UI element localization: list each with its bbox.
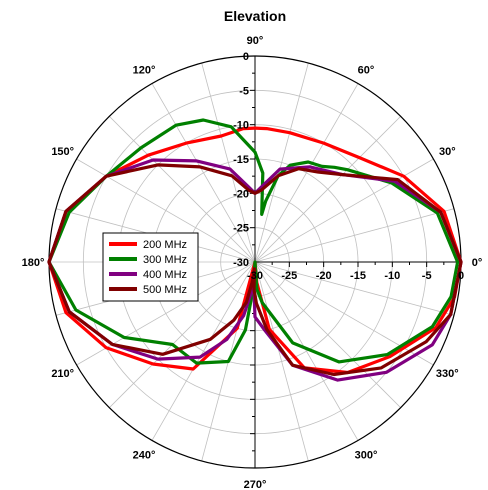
- angle-tick-label: 210°: [51, 368, 74, 380]
- series-line: [47, 163, 463, 377]
- radial-tick-label-right: -25: [281, 270, 297, 282]
- angle-tick-label: 0°: [472, 257, 483, 269]
- angle-tick-label: 90°: [247, 35, 264, 47]
- angle-tick-label: 180°: [22, 257, 45, 269]
- radial-tick-label-top: -10: [233, 120, 249, 132]
- legend-label: 200 MHz: [143, 239, 187, 251]
- radial-tick-label-right: -5: [422, 270, 432, 282]
- angle-tick-label: 270°: [244, 479, 267, 490]
- legend-label: 500 MHz: [143, 284, 187, 296]
- angle-tick-label: 150°: [51, 146, 74, 158]
- angle-tick-label: 60°: [358, 65, 375, 77]
- radial-tick-label-right: -30: [247, 270, 263, 282]
- angle-tick-label: 120°: [133, 65, 156, 77]
- radial-tick-label-right: -20: [316, 270, 332, 282]
- radial-tick-label-right: 0: [458, 270, 464, 282]
- radial-tick-label-top: 0: [243, 51, 249, 63]
- legend-label: 400 MHz: [143, 269, 187, 281]
- radial-tick-label-top: -25: [233, 223, 249, 235]
- axis-labels: 0° 30° 60° 90° 120° 150° 180° 210° 240° 270° 300° 3…: [22, 35, 483, 490]
- radial-tick-label-top: -5: [239, 85, 249, 97]
- angle-tick-label: 330°: [436, 368, 459, 380]
- legend-label: 300 MHz: [143, 254, 187, 266]
- radial-tick-label-top: -15: [233, 154, 249, 166]
- series-layer: [47, 118, 463, 382]
- radial-tick-label-right: -15: [350, 270, 366, 282]
- legend: 200 MHz 300 MHz 400 MHz 500 MHz: [102, 232, 199, 302]
- radial-tick-label-top: -30: [233, 257, 249, 269]
- radial-tick-label-top: -20: [233, 188, 249, 200]
- angle-tick-label: 30°: [439, 146, 456, 158]
- chart-title: Elevation: [224, 8, 286, 24]
- angle-tick-label: 300°: [355, 449, 378, 461]
- radial-tick-label-right: -10: [384, 270, 400, 282]
- angle-tick-label: 240°: [133, 449, 156, 461]
